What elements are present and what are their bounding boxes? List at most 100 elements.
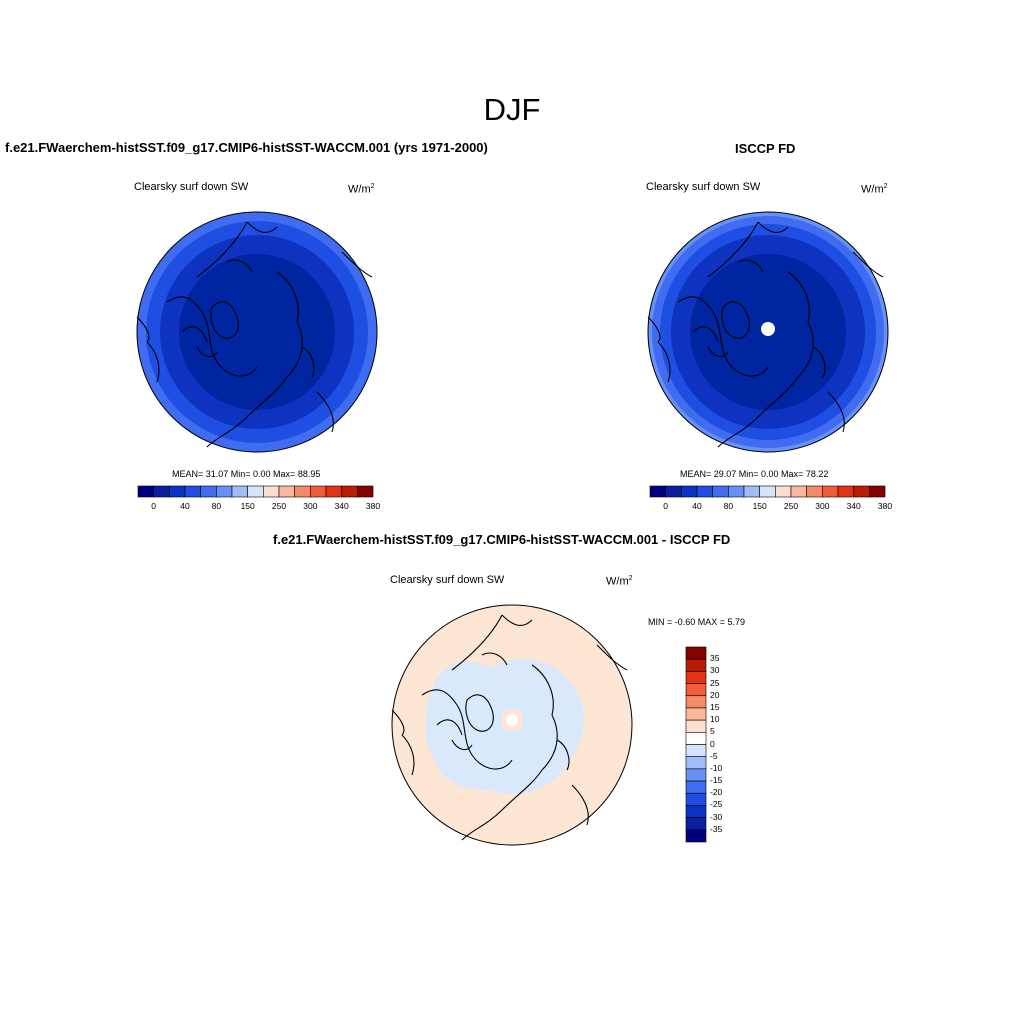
diff-colorbar-tick: -5	[710, 750, 718, 761]
panel-obs-map-coastline-0	[707, 221, 789, 278]
obs-colorbar-tick: 250	[783, 501, 799, 511]
obs-colorbar-tick: 380	[877, 501, 893, 511]
panel-diff-stats: MIN = -0.60 MAX = 5.79	[648, 617, 746, 627]
diff-colorbar-box-7	[685, 732, 707, 745]
panel-diff-map-coastline-2	[436, 719, 473, 751]
diff-colorbar-box-8	[685, 744, 707, 757]
panel-model-map-coastline-2	[181, 326, 218, 358]
panel-model-map-coastline-6	[136, 316, 160, 383]
panel-obs-map-coastline-6	[647, 316, 671, 383]
diff-colorbar-tick: -30	[710, 811, 723, 822]
panel-obs-map-coastline-8	[737, 259, 826, 378]
panel-obs-variable: Clearsky surf down SW	[646, 181, 761, 193]
obs-colorbar-boxes	[649, 485, 886, 498]
diff-colorbar-tick: -20	[710, 787, 723, 798]
model-colorbar-tick: 300	[303, 501, 318, 511]
obs-colorbar-tick: 80	[723, 501, 734, 511]
panel-obs-stats: MEAN= 29.07 Min= 0.00 Max= 78.22	[680, 469, 829, 479]
diff-colorbar-box-4	[685, 695, 707, 709]
diff-colorbar-tick: 20	[710, 689, 720, 700]
panel-diff-map-coastline-6	[391, 709, 415, 776]
panel-diff-map-coastline-7	[571, 644, 628, 826]
diff-colorbar-box-13	[685, 805, 707, 818]
diff-colorbar-tick: 0	[710, 738, 715, 749]
panel-obs-map-coastline-2	[692, 326, 729, 358]
diff-colorbar-tick: -10	[710, 762, 723, 773]
panel-diff-map-coastlines	[391, 614, 628, 841]
diff-colorbar-tick: 5	[710, 726, 715, 737]
diff-colorbar-box-3	[685, 683, 707, 697]
diff-colorbar-boxes	[685, 646, 707, 843]
panel-model-units: W/m2	[348, 183, 375, 196]
panel-obs-map-coastlines	[647, 221, 884, 448]
diff-colorbar-box-0	[685, 646, 707, 660]
model-colorbar-tick: 40	[180, 501, 190, 511]
panel-obs-map-coastline-3	[721, 301, 750, 339]
panel-diff-map-coastline-8	[481, 652, 570, 771]
diff-colorbar-box-15	[685, 829, 707, 843]
panel-model-map-coastline-8	[226, 259, 315, 378]
panel-model-map-coastline-4	[276, 271, 303, 378]
obs-colorbar-tick: 150	[752, 501, 767, 511]
obs-map-field	[648, 212, 888, 452]
obs-colorbar-tick: 0	[663, 501, 669, 511]
model-colorbar-boxes	[137, 485, 374, 498]
diff-colorbar-tick: -35	[710, 823, 723, 834]
obs-colorbar-tick: 340	[846, 501, 861, 511]
panel-obs-map-coastline-7	[827, 251, 884, 433]
model-colorbar-tick: 380	[365, 501, 381, 511]
model-colorbar-box-14	[357, 485, 374, 498]
panel-obs-map-coastline-1	[677, 296, 769, 377]
panel-diff-map-coastline-3	[465, 694, 494, 732]
panel-diff-map-coastline-4	[531, 664, 558, 771]
panel-model-map-coastline-5	[206, 376, 288, 448]
panel-model-map-coastline-3	[210, 301, 239, 339]
diff-colorbar-tick: 15	[710, 701, 720, 712]
panel-diff-map-coastline-0	[451, 614, 533, 671]
diff-colorbar-box-9	[685, 756, 707, 770]
diff-colorbar-tick: -15	[710, 775, 723, 786]
model-colorbar-tick: 250	[271, 501, 287, 511]
diff-colorbar-tick: -25	[710, 799, 723, 810]
obs-colorbar-tick: 40	[692, 501, 702, 511]
model-colorbar-tick: 340	[334, 501, 349, 511]
model-map-latitude-circle	[136, 211, 378, 453]
panel-diff-title: f.e21.FWaerchem-histSST.f09_g17.CMIP6-hi…	[273, 532, 731, 547]
model-colorbar-tick: 0	[151, 501, 157, 511]
diff-field-pole-center	[506, 714, 518, 726]
panel-obs-map-coastline-5	[717, 376, 799, 448]
panel-model-map-coastlines	[136, 221, 373, 448]
diff-colorbar-box-1	[685, 658, 707, 672]
panel-model-map-coastline-7	[316, 251, 373, 433]
panel-obs-title: ISCCP FD	[735, 141, 796, 156]
obs-map-latitude-circle	[647, 211, 889, 453]
model-colorbar-tick: 150	[240, 501, 255, 511]
diff-colorbar-tick: 30	[710, 665, 720, 676]
panel-model-map-coastline-1	[166, 296, 258, 377]
obs-colorbar-tick: 300	[815, 501, 830, 511]
panel-diff-variable: Clearsky surf down SW	[390, 574, 505, 586]
diff-colorbar-box-6	[685, 719, 707, 733]
panel-diff-units: W/m2	[606, 575, 633, 588]
panel-model-map-coastline-0	[196, 221, 278, 278]
season-title: DJF	[483, 92, 541, 127]
model-colorbar-tick: 80	[211, 501, 222, 511]
panel-model-stats: MEAN= 31.07 Min= 0.00 Max= 88.95	[172, 469, 321, 479]
diff-colorbar-box-12	[685, 792, 707, 806]
diff-colorbar-tick: 25	[710, 677, 720, 688]
diff-map-latitude-circle	[391, 604, 633, 846]
panel-obs-units: W/m2	[861, 183, 888, 196]
panel-model-title: f.e21.FWaerchem-histSST.f09_g17.CMIP6-hi…	[5, 140, 488, 155]
diff-colorbar-box-5	[685, 707, 707, 721]
diff-colorbar-tick: 10	[710, 714, 720, 725]
model-field-band-0	[179, 254, 335, 410]
diff-colorbar-box-10	[685, 768, 707, 782]
diff-colorbar-tick: 35	[710, 653, 720, 664]
diff-colorbar-box-11	[685, 780, 707, 794]
